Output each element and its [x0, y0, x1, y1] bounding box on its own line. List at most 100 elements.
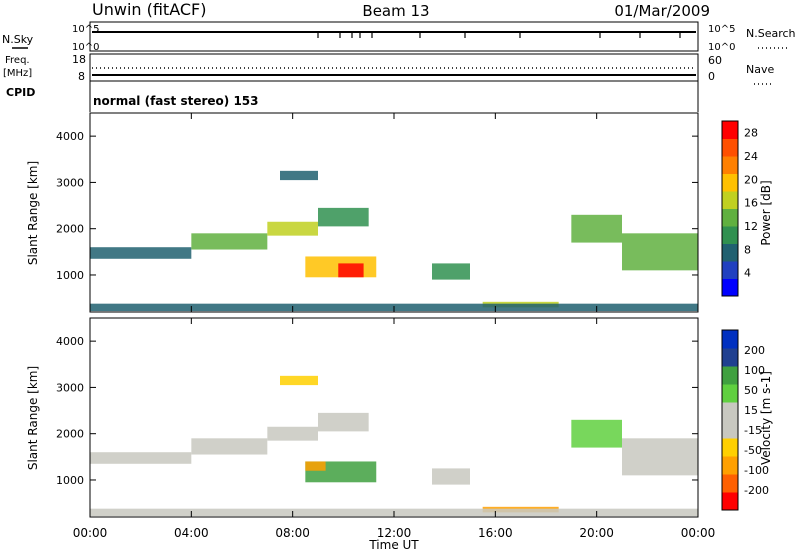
velocity-colorbar-cell-7	[722, 366, 738, 385]
freq-label-line1: Freq.	[5, 55, 30, 66]
power-colorbar-cell-9	[722, 121, 738, 139]
x-tick-label: 00:00	[73, 526, 108, 540]
velocity-colorbar-tick-label: -15	[744, 424, 762, 437]
nave-tick-top: 60	[708, 54, 722, 67]
velocity-colorbar-cell-1	[722, 474, 738, 493]
power-colorbar-cell-7	[722, 156, 738, 174]
velocity-echo-region-1	[191, 438, 268, 455]
beam-title: Beam 13	[362, 2, 429, 20]
power-colorbar-cell-8	[722, 138, 738, 157]
velocity-colorbar-tick-label: -50	[744, 444, 762, 457]
power-colorbar-cell-2	[722, 243, 738, 262]
power-y-tick-label: 1000	[56, 269, 84, 282]
velocity-panel-frame	[89, 317, 699, 518]
cpid-label: CPID	[6, 86, 35, 99]
velocity-colorbar-label: Velocity [m s-1]	[759, 371, 773, 465]
date-title: 01/Mar/2009	[614, 2, 710, 20]
velocity-echo-region-7	[432, 468, 470, 485]
velocity-y-tick-label: 1000	[56, 474, 84, 487]
nave-label: Nave	[746, 63, 774, 76]
velocity-echo-region-6	[280, 375, 318, 386]
power-y-axis-label: Slant Range [km]	[26, 161, 40, 265]
velocity-colorbar-tick-label: 100	[744, 364, 765, 377]
velocity-colorbar-cell-6	[722, 384, 738, 403]
velocity-y-tick-label: 4000	[56, 335, 84, 348]
power-echo-region-7	[432, 263, 470, 280]
power-colorbar-tick-label: 16	[744, 197, 758, 210]
velocity-echo-region-3	[318, 412, 369, 432]
power-colorbar-tick-label: 8	[744, 243, 751, 256]
x-tick-label: 12:00	[377, 526, 412, 540]
velocity-colorbar-tick-label: 200	[744, 344, 765, 357]
velocity-colorbar-cell-4	[722, 420, 738, 439]
power-panel-frame	[89, 112, 699, 313]
velocity-echo-region-2	[267, 426, 318, 441]
power-y-tick-label: 3000	[56, 176, 84, 189]
power-echo-region-5	[338, 263, 364, 278]
velocity-y-tick-label: 2000	[56, 428, 84, 441]
freq-label-line2: [MHz]	[3, 68, 32, 79]
noise-tick-right-bottom: 10^0	[708, 42, 735, 53]
x-tick-label: 08:00	[275, 526, 310, 540]
power-colorbar-cell-6	[722, 173, 738, 192]
noise-spikes	[317, 32, 681, 38]
x-tick-label: 04:00	[174, 526, 209, 540]
power-colorbar: 4 8 12 16 20 24 28	[721, 120, 758, 297]
power-colorbar-cell-4	[722, 208, 738, 227]
velocity-colorbar-cell-3	[722, 438, 738, 457]
power-echo-region-10	[622, 233, 698, 271]
velocity-colorbar-cell-9	[722, 330, 738, 349]
velocity-colorbar-tick-label: 50	[744, 384, 758, 397]
power-echo-region-3	[318, 207, 369, 227]
power-panel	[90, 170, 698, 312]
velocity-colorbar-cell-8	[722, 348, 738, 367]
x-tick-label: 16:00	[478, 526, 513, 540]
velocity-colorbar-cell-5	[722, 402, 738, 421]
power-colorbar-frame	[721, 120, 739, 297]
power-colorbar-cell-1	[722, 261, 738, 279]
nsky-label: N.Sky	[2, 33, 34, 46]
power-colorbar-cell-0	[722, 278, 738, 297]
velocity-colorbar: 200 100 50 15 -15 -50 -100 -200	[721, 329, 769, 511]
power-echo-region-2	[267, 221, 318, 236]
freq-tick-bottom: 8	[78, 70, 85, 83]
noise-tick-left-bottom: 10^0	[72, 42, 99, 53]
power-echo-region-9	[571, 214, 622, 243]
velocity-colorbar-frame	[721, 329, 739, 511]
velocity-colorbar-tick-label: -200	[744, 484, 769, 497]
power-y-tick-label: 4000	[56, 130, 84, 143]
velocity-colorbar-tick-label: 15	[744, 404, 758, 417]
nave-tick-bottom: 0	[708, 70, 715, 83]
power-echo-region-1	[191, 233, 268, 250]
power-colorbar-tick-label: 20	[744, 173, 758, 186]
x-tick-label: 00:00	[681, 526, 716, 540]
velocity-colorbar-cell-0	[722, 492, 738, 511]
station-title: Unwin (fitACF)	[92, 0, 206, 19]
velocity-colorbar-tick-label: -100	[744, 464, 769, 477]
noise-tick-left-top: 10^5	[72, 24, 99, 35]
power-colorbar-tick-label: 12	[744, 220, 758, 233]
x-axis-label: Time UT	[368, 538, 419, 552]
velocity-y-tick-label: 3000	[56, 381, 84, 394]
velocity-echo-region-0	[90, 452, 192, 464]
power-y-tick-label: 2000	[56, 223, 84, 236]
power-echo-region-6	[280, 170, 318, 181]
power-colorbar-tick-label: 4	[744, 267, 751, 280]
nsearch-label: N.Search	[746, 27, 796, 40]
cpid-value: normal (fast stereo) 153	[93, 94, 259, 108]
power-colorbar-tick-label: 24	[744, 150, 758, 163]
noise-panel-frame	[89, 21, 699, 52]
velocity-echo-region-5	[305, 461, 326, 471]
power-colorbar-tick-label: 28	[744, 127, 758, 140]
freq-tick-top: 18	[72, 53, 86, 66]
power-colorbar-cell-3	[722, 226, 738, 244]
freq-panel-frame	[89, 53, 699, 82]
power-colorbar-cell-5	[722, 191, 738, 209]
noise-tick-right-top: 10^5	[708, 24, 735, 35]
x-tick-label: 20:00	[579, 526, 614, 540]
velocity-panel	[90, 375, 698, 517]
velocity-echo-region-10	[622, 438, 698, 476]
velocity-echo-region-9	[571, 419, 622, 448]
velocity-y-axis-label: Slant Range [km]	[26, 366, 40, 470]
